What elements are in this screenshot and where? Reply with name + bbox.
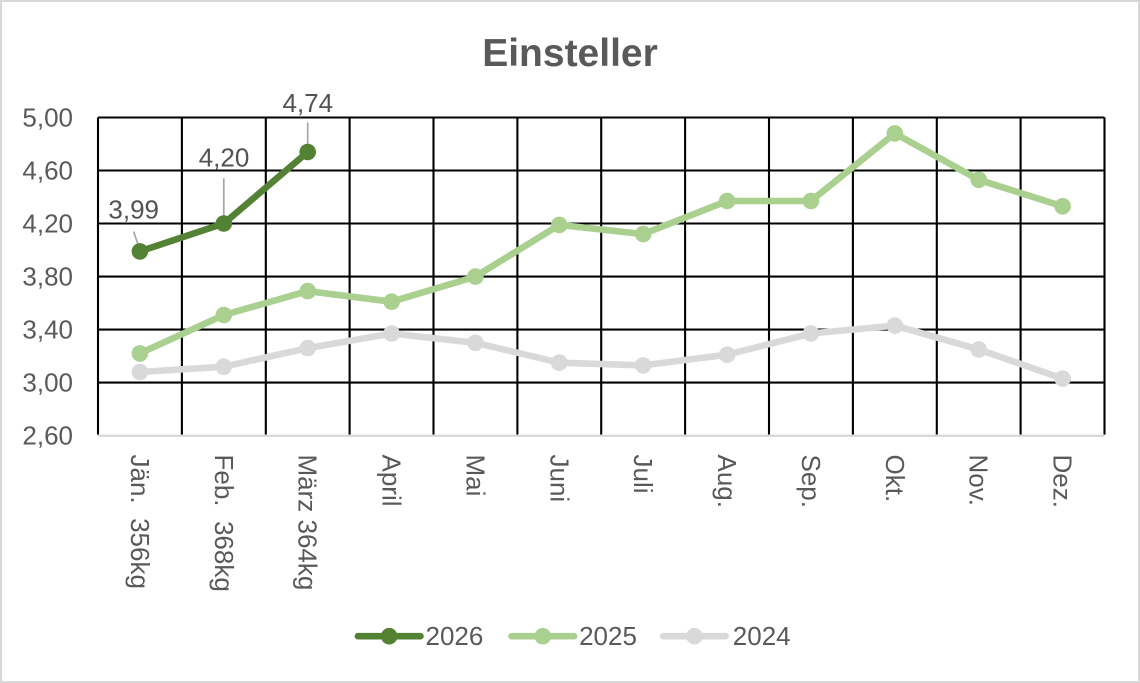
svg-text:4,60: 4,60: [22, 156, 73, 186]
svg-text:3,99: 3,99: [108, 195, 159, 225]
svg-text:Sep.: Sep.: [796, 455, 826, 509]
svg-text:Jän. 356kg: Jän. 356kg: [125, 455, 155, 589]
svg-text:Nov.: Nov.: [964, 455, 994, 507]
svg-text:Aug.: Aug.: [712, 455, 742, 509]
svg-text:3,40: 3,40: [22, 315, 73, 345]
svg-text:2025: 2025: [579, 621, 637, 651]
svg-text:2,60: 2,60: [22, 421, 73, 451]
svg-text:4,20: 4,20: [22, 209, 73, 239]
svg-text:April: April: [377, 455, 407, 507]
svg-text:Okt.: Okt.: [880, 455, 910, 503]
svg-text:4,20: 4,20: [199, 142, 250, 172]
svg-text:3,00: 3,00: [22, 368, 73, 398]
svg-text:Juli: Juli: [628, 455, 658, 494]
svg-text:2026: 2026: [426, 621, 484, 651]
svg-text:4,74: 4,74: [282, 88, 333, 118]
svg-text:Dez.: Dez.: [1048, 455, 1078, 508]
svg-text:Mai: Mai: [460, 455, 490, 497]
svg-text:Einsteller: Einsteller: [482, 32, 658, 75]
svg-text:März 364kg: März 364kg: [293, 455, 323, 591]
svg-text:Feb. 368kg: Feb. 368kg: [209, 455, 239, 592]
svg-text:Juni: Juni: [544, 455, 574, 503]
svg-text:5,00: 5,00: [22, 103, 73, 133]
svg-text:2024: 2024: [733, 621, 791, 651]
svg-text:3,80: 3,80: [22, 262, 73, 292]
